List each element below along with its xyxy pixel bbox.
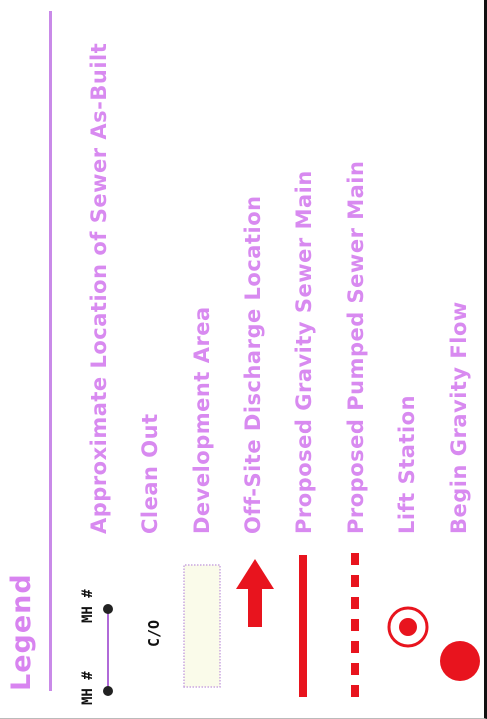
manhole-label-left: MH # — [80, 671, 96, 705]
manhole-icon — [103, 604, 113, 614]
manhole-icon — [103, 686, 113, 696]
lift-station-icon — [387, 606, 429, 648]
legend-label-clean-out: Clean Out — [138, 413, 162, 534]
legend-label-lift-station: Lift Station — [395, 394, 419, 534]
legend-label-gravity-main: Proposed Gravity Sewer Main — [292, 170, 316, 534]
legend-label-pumped-main: Proposed Pumped Sewer Main — [344, 160, 368, 534]
manhole-label-right: MH # — [80, 589, 96, 623]
gravity-flow-icon — [440, 641, 480, 681]
arrow-icon — [236, 559, 274, 627]
legend-label-gravity-flow: Begin Gravity Flow — [447, 301, 471, 534]
development-area-box — [183, 564, 221, 688]
solid-red-line — [299, 555, 307, 697]
legend-label-off-site-discharge: Off-Site Discharge Location — [241, 195, 265, 534]
dashed-red-line — [351, 549, 359, 697]
legend-label-development-area: Development Area — [190, 306, 214, 534]
legend-label-as-built: Approximate Location of Sewer As-Built — [87, 42, 111, 534]
cleanout-text-symbol: C/O — [145, 619, 163, 647]
manhole-line-symbol — [0, 534, 487, 719]
